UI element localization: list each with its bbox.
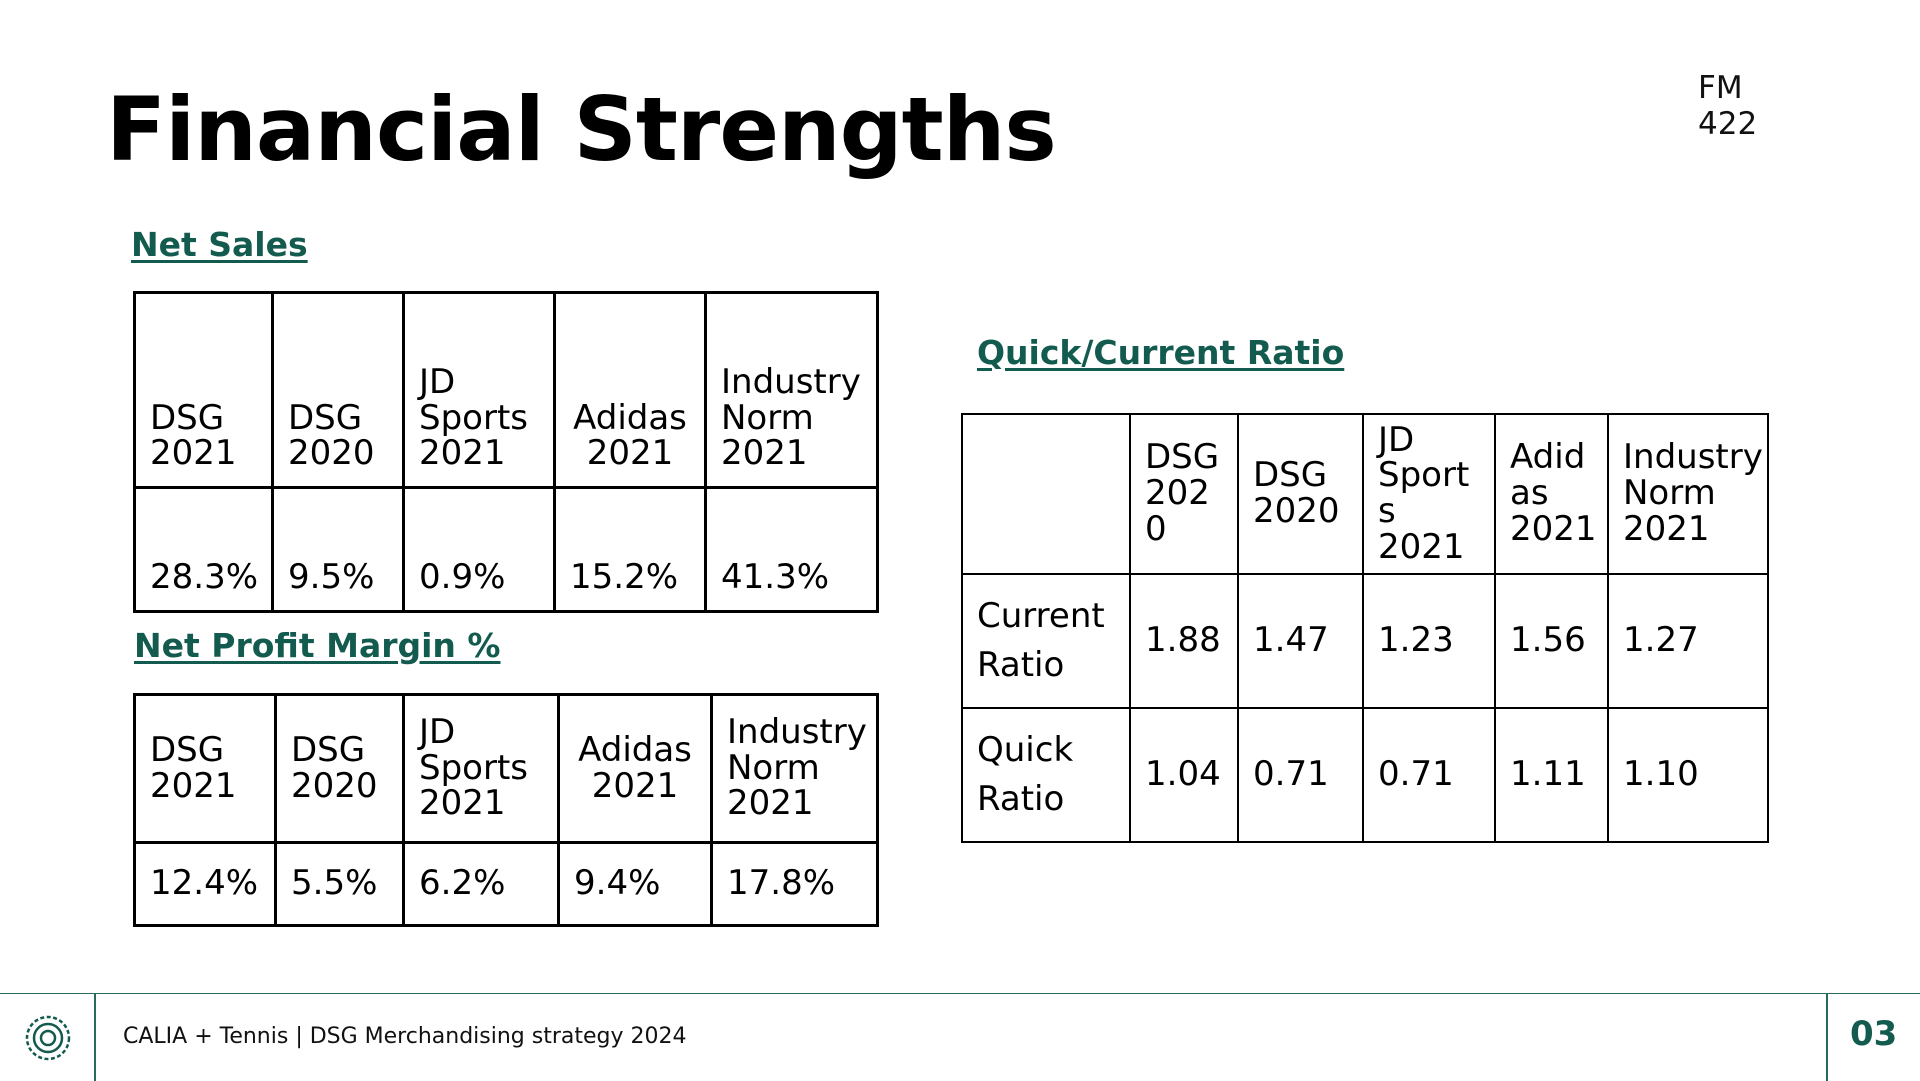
table-header-cell: Adidas 2021: [557, 693, 713, 844]
footer-divider: [94, 994, 96, 1081]
table-header-cell: Industry Norm 2021: [710, 693, 879, 844]
table-cell: 1.04: [1129, 707, 1239, 843]
net-sales-heading: Net Sales: [131, 225, 308, 264]
table-cell: 1.88: [1129, 573, 1239, 709]
table-cell: 6.2%: [402, 841, 560, 927]
footer-divider: [1826, 994, 1828, 1081]
row-label: Quick Ratio: [961, 707, 1131, 843]
table-cell: 0.9%: [402, 486, 556, 613]
table-cell: 9.4%: [557, 841, 713, 927]
table-cell: 1.23: [1362, 573, 1496, 709]
table-cell: 0.71: [1237, 707, 1364, 843]
table-cell: 1.10: [1607, 707, 1769, 843]
table-cell: 12.4%: [133, 841, 277, 927]
table-header-cell: Industry Norm 2021: [1607, 413, 1769, 575]
table-header-cell: DSG 2020: [274, 693, 405, 844]
table-header-row: DSG 2021 DSG 2020 JD Sports 2021 Adidas …: [133, 291, 879, 489]
table-cell: 0.71: [1362, 707, 1496, 843]
table-row: Current Ratio 1.88 1.47 1.23 1.56 1.27: [961, 573, 1769, 709]
quick-current-ratio-heading: Quick/Current Ratio: [977, 333, 1345, 372]
net-profit-margin-table: DSG 2021 DSG 2020 JD Sports 2021 Adidas …: [133, 693, 879, 927]
table-cell: 5.5%: [274, 841, 405, 927]
course-code: FM 422: [1698, 70, 1758, 142]
table-cell: 17.8%: [710, 841, 879, 927]
table-header-cell: JD Sports 2021: [402, 693, 560, 844]
table-header-cell: JD Sports 2021: [402, 291, 556, 489]
net-profit-margin-heading: Net Profit Margin %: [134, 626, 501, 665]
table-cell: 1.27: [1607, 573, 1769, 709]
table-header-cell: Industry Norm 2021: [704, 291, 879, 489]
net-sales-table: DSG 2021 DSG 2020 JD Sports 2021 Adidas …: [133, 291, 879, 613]
table-header-cell: DSG 2020: [1237, 413, 1364, 575]
slide-footer: CALIA + Tennis | DSG Merchandising strat…: [0, 993, 1920, 1081]
footer-text: CALIA + Tennis | DSG Merchandising strat…: [123, 1024, 687, 1049]
table-header-row: DSG 202 0 DSG 2020 JD Sport s 2021 Adid …: [961, 413, 1769, 575]
table-header-cell: DSG 2021: [133, 291, 274, 489]
table-cell: 28.3%: [133, 486, 274, 613]
table-row: Quick Ratio 1.04 0.71 0.71 1.11 1.10: [961, 707, 1769, 843]
table-row: 12.4% 5.5% 6.2% 9.4% 17.8%: [133, 841, 879, 927]
table-header-cell: DSG 2020: [271, 291, 405, 489]
table-header-cell: Adidas 2021: [553, 291, 707, 489]
table-cell: 1.47: [1237, 573, 1364, 709]
wreath-logo-icon: [24, 1014, 72, 1062]
table-header-cell: Adid as 2021: [1494, 413, 1609, 575]
row-label: Current Ratio: [961, 573, 1131, 709]
table-header-cell: DSG 2021: [133, 693, 277, 844]
table-row: 28.3% 9.5% 0.9% 15.2% 41.3%: [133, 486, 879, 613]
table-header-cell: JD Sport s 2021: [1362, 413, 1496, 575]
table-cell: 15.2%: [553, 486, 707, 613]
table-cell: 9.5%: [271, 486, 405, 613]
table-header-cell: DSG 202 0: [1129, 413, 1239, 575]
page-number: 03: [1850, 1014, 1898, 1054]
table-cell: 41.3%: [704, 486, 879, 613]
quick-current-ratio-table: DSG 202 0 DSG 2020 JD Sport s 2021 Adid …: [961, 413, 1769, 843]
table-cell: 1.56: [1494, 573, 1609, 709]
table-header-row: DSG 2021 DSG 2020 JD Sports 2021 Adidas …: [133, 693, 879, 844]
table-header-cell: [961, 413, 1131, 575]
slide-title: Financial Strengths: [106, 78, 1057, 181]
table-cell: 1.11: [1494, 707, 1609, 843]
